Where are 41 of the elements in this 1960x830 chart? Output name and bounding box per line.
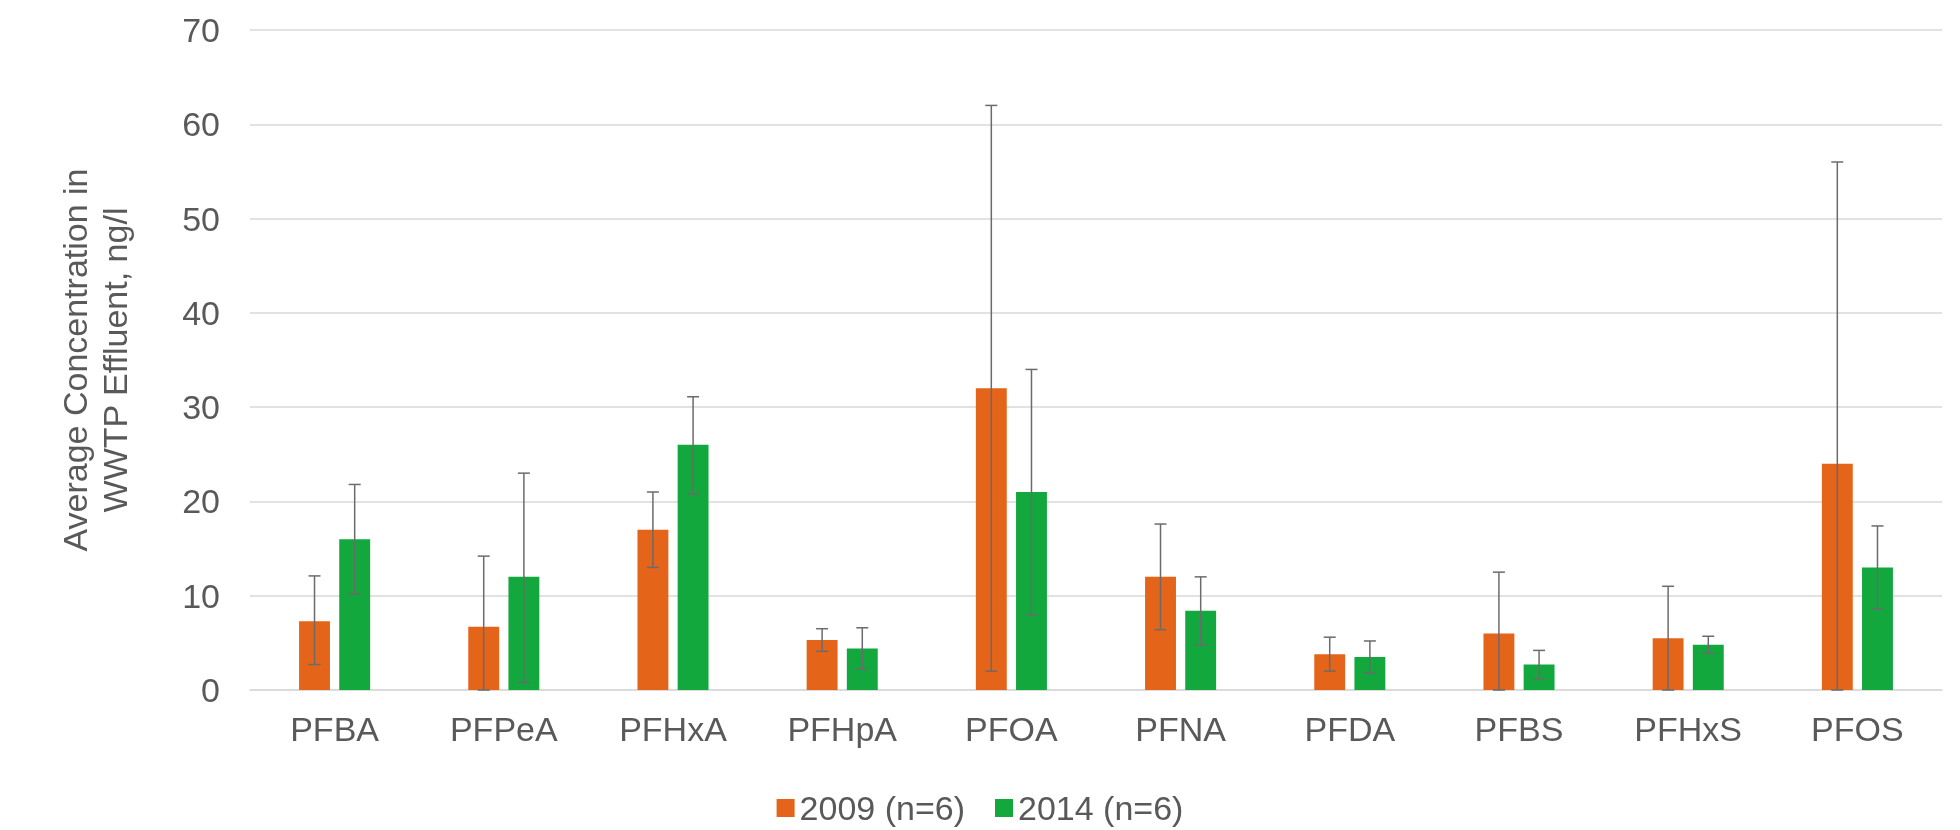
bar bbox=[975, 388, 1007, 690]
bar bbox=[806, 640, 838, 690]
y-tick-label: 70 bbox=[182, 11, 220, 49]
bar bbox=[299, 621, 330, 690]
y-tick-label: 20 bbox=[182, 482, 220, 521]
bar bbox=[339, 539, 371, 690]
x-tick-label: PFHpA bbox=[787, 710, 898, 748]
bar bbox=[637, 529, 669, 690]
bar bbox=[1652, 638, 1684, 690]
bar bbox=[468, 626, 500, 690]
bar bbox=[846, 648, 878, 690]
y-tick-label: 30 bbox=[182, 388, 220, 427]
bar bbox=[508, 576, 540, 690]
bar bbox=[1483, 633, 1515, 690]
bar bbox=[677, 444, 709, 690]
x-tick-label: PFPeA bbox=[449, 710, 558, 748]
y-tick-label: 0 bbox=[201, 671, 220, 709]
x-tick-label: PFHxS bbox=[1634, 710, 1743, 748]
y-axis-title: Average Concentration in WWTP Effluent, ng/l bbox=[56, 168, 134, 552]
x-tick-label: PFBA bbox=[290, 710, 380, 748]
bar bbox=[1862, 567, 1893, 690]
bar bbox=[1016, 492, 1047, 690]
legend-label: 2009 (n=6) bbox=[799, 789, 965, 827]
bar bbox=[1692, 644, 1724, 690]
x-tick-label: PFOA bbox=[965, 710, 1058, 748]
x-tick-label: PFBS bbox=[1474, 710, 1564, 748]
y-tick-label: 10 bbox=[182, 576, 220, 615]
bar bbox=[1185, 610, 1217, 690]
x-tick-label: PFHxA bbox=[619, 710, 728, 748]
x-tick-label: PFDA bbox=[1304, 710, 1396, 748]
bar bbox=[1821, 463, 1853, 690]
x-tick-label: PFOS bbox=[1811, 710, 1904, 748]
bar bbox=[1314, 654, 1346, 690]
legend-label: 2014 (n=6) bbox=[1018, 789, 1184, 827]
y-tick-label: 60 bbox=[182, 105, 220, 144]
bar bbox=[1523, 664, 1555, 690]
x-tick-label: PFNA bbox=[1135, 710, 1227, 748]
y-tick-label: 40 bbox=[182, 293, 220, 332]
bar bbox=[1145, 576, 1176, 690]
y-tick-label: 50 bbox=[182, 199, 220, 238]
bar bbox=[1354, 657, 1386, 690]
